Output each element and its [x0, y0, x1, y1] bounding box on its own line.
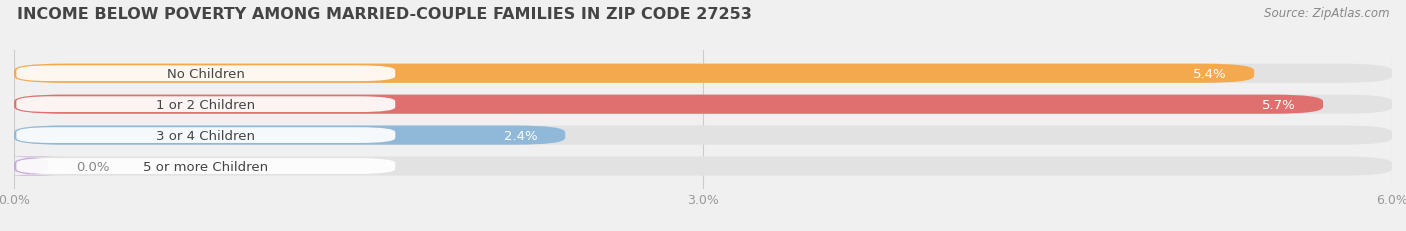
- FancyBboxPatch shape: [14, 126, 1392, 145]
- FancyBboxPatch shape: [17, 66, 395, 82]
- Text: No Children: No Children: [167, 67, 245, 80]
- Text: 0.0%: 0.0%: [76, 160, 110, 173]
- FancyBboxPatch shape: [14, 95, 1392, 114]
- FancyBboxPatch shape: [14, 64, 1254, 83]
- FancyBboxPatch shape: [17, 97, 395, 112]
- Text: 5 or more Children: 5 or more Children: [143, 160, 269, 173]
- FancyBboxPatch shape: [14, 95, 1323, 114]
- FancyBboxPatch shape: [17, 158, 395, 174]
- Text: 5.7%: 5.7%: [1261, 98, 1295, 111]
- Text: 3 or 4 Children: 3 or 4 Children: [156, 129, 256, 142]
- Text: 1 or 2 Children: 1 or 2 Children: [156, 98, 256, 111]
- Text: 5.4%: 5.4%: [1192, 67, 1226, 80]
- FancyBboxPatch shape: [14, 157, 1392, 176]
- Text: 2.4%: 2.4%: [503, 129, 537, 142]
- Text: Source: ZipAtlas.com: Source: ZipAtlas.com: [1264, 7, 1389, 20]
- FancyBboxPatch shape: [14, 64, 1392, 83]
- FancyBboxPatch shape: [14, 126, 565, 145]
- Text: INCOME BELOW POVERTY AMONG MARRIED-COUPLE FAMILIES IN ZIP CODE 27253: INCOME BELOW POVERTY AMONG MARRIED-COUPL…: [17, 7, 752, 22]
- FancyBboxPatch shape: [0, 157, 65, 176]
- FancyBboxPatch shape: [17, 128, 395, 143]
